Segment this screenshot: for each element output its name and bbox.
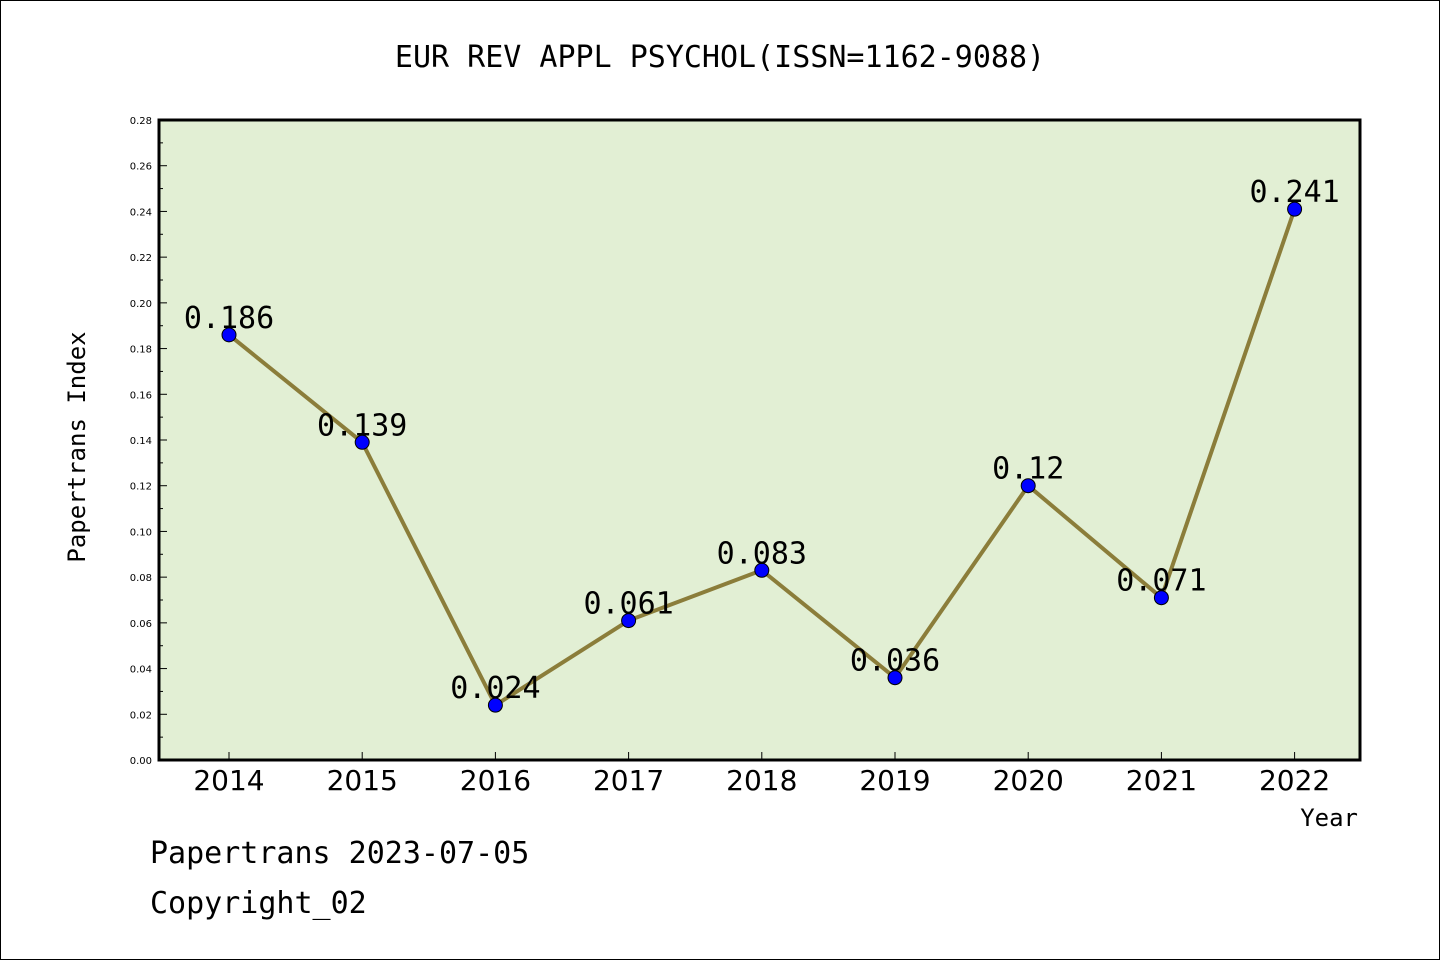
data-point — [1153, 590, 1169, 606]
y-tick-label: 0.00 — [130, 756, 152, 767]
data-label: 0.12 — [992, 452, 1064, 487]
x-axis-title: Year — [1300, 804, 1358, 832]
data-label: 0.186 — [184, 301, 274, 336]
y-tick-label: 0.28 — [130, 116, 152, 127]
chart-title: EUR REV APPL PSYCHOL(ISSN=1162-9088) — [395, 40, 1045, 75]
data-label: 0.036 — [850, 644, 940, 679]
data-point — [754, 562, 770, 578]
x-tick-label: 2022 — [1259, 764, 1330, 797]
x-tick-label: 2021 — [1126, 764, 1197, 797]
y-tick-label: 0.14 — [130, 436, 152, 447]
y-tick-label: 0.12 — [130, 482, 152, 493]
footer-date: Papertrans 2023-07-05 — [150, 836, 529, 871]
data-label: 0.071 — [1116, 564, 1206, 599]
data-label: 0.024 — [450, 671, 540, 706]
data-label: 0.139 — [317, 408, 407, 443]
data-point — [1020, 478, 1036, 494]
y-tick-label: 0.16 — [130, 390, 152, 401]
data-labels: 0.186 0.139 0.024 0.061 0.083 0.036 0.12 0.071 0… — [184, 175, 1340, 706]
data-point — [221, 327, 237, 343]
footer-copyright: Copyright_02 — [150, 886, 367, 921]
y-axis-title: Papertrans Index — [63, 331, 91, 562]
data-label: 0.061 — [583, 587, 673, 622]
y-tick-label: 0.22 — [130, 253, 152, 264]
x-tick-label: 2015 — [327, 764, 398, 797]
x-tick-label: 2016 — [460, 764, 531, 797]
data-label: 0.083 — [717, 536, 807, 571]
x-axis: 2014 2015 2016 2017 2018 2019 2020 2021 2022 — [193, 752, 1330, 797]
data-point — [887, 670, 903, 686]
y-tick-label: 0.02 — [130, 710, 152, 721]
data-points — [221, 201, 1303, 713]
y-tick-label: 0.20 — [130, 299, 152, 310]
data-point — [354, 434, 370, 450]
y-tick-label: 0.18 — [130, 345, 152, 356]
x-tick-label: 2017 — [593, 764, 664, 797]
y-tick-label: 0.24 — [130, 207, 152, 218]
y-tick-label: 0.10 — [130, 527, 152, 538]
data-label: 0.241 — [1249, 175, 1339, 210]
data-point — [1287, 201, 1303, 217]
x-tick-label: 2019 — [859, 764, 930, 797]
y-axis: 0.00 0.02 0.04 0.06 0.08 0.10 0.12 0.14 0.16 0.18… — [130, 116, 167, 767]
y-tick-label: 0.08 — [130, 573, 152, 584]
data-point — [621, 613, 637, 629]
y-tick-label: 0.26 — [130, 162, 152, 173]
x-tick-label: 2020 — [993, 764, 1064, 797]
y-tick-label: 0.04 — [130, 665, 152, 676]
x-tick-label: 2018 — [726, 764, 797, 797]
x-tick-label: 2014 — [193, 764, 264, 797]
y-tick-label: 0.06 — [130, 619, 152, 630]
data-point — [487, 697, 503, 713]
